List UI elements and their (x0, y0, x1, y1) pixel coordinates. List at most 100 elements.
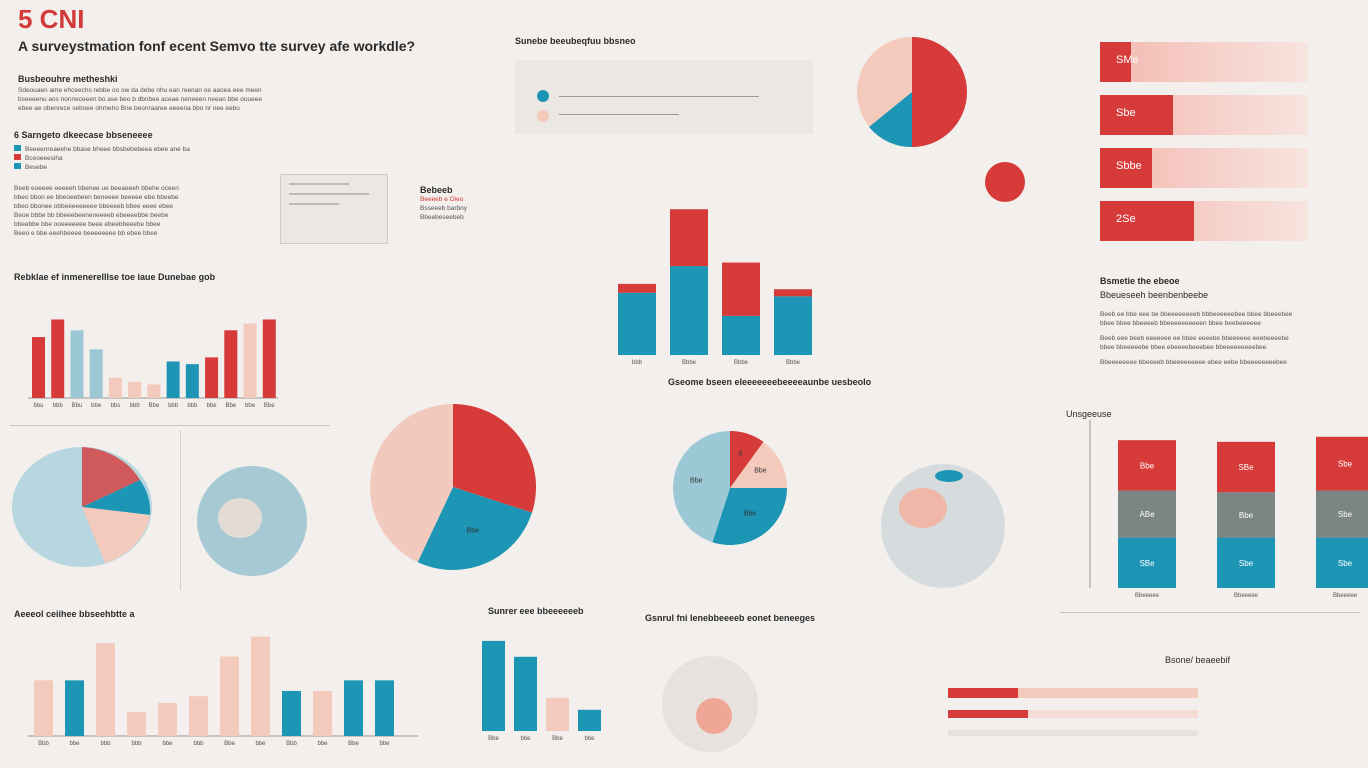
slice-label: Bbe (754, 467, 767, 474)
bar-segment (774, 289, 812, 297)
right-chart-heading: Unsgeeuse (1066, 409, 1112, 419)
progress-label: 2Se (1116, 213, 1136, 225)
page-title: A surveystmation fonf ecent Semvo tte su… (18, 38, 416, 54)
bar-label: Sbe (1338, 559, 1353, 568)
tick-label: bbb (131, 741, 142, 747)
bar-label: Sbe (1239, 559, 1254, 568)
divider (180, 430, 181, 590)
tick-label: bbb (130, 403, 141, 409)
bar (51, 319, 65, 398)
horizontal-bars (948, 688, 1198, 736)
progress-fill (1100, 201, 1194, 241)
bar (251, 636, 270, 736)
decorative-dot-red (985, 162, 1025, 202)
right-subheading: Bbeueseeh beenbenbeebe (1100, 290, 1209, 300)
bar (514, 656, 537, 731)
bar (344, 680, 363, 736)
pie-slice (453, 404, 536, 513)
divider (10, 425, 330, 426)
tick-label: bbb (193, 741, 204, 747)
globe-right (881, 464, 1005, 588)
tick-label: bbs (111, 403, 121, 409)
progress-bar: SMe (1100, 42, 1308, 82)
legend-item: Beeeenreaeehe bbase bheee bbsbebebeea eb… (14, 145, 264, 154)
pie-slice (369, 404, 453, 563)
progress-bars: SMe Sbe Sbbe 2Se (1100, 42, 1308, 254)
bar-label: Bbe (1140, 461, 1155, 470)
progress-label: SMe (1116, 54, 1139, 66)
tick-label: bbe (245, 403, 256, 409)
bar-label: Bbe (1239, 511, 1254, 520)
progress-bar: Sbe (1100, 95, 1308, 135)
bar (89, 349, 103, 398)
bottom-left-title: Aeeeol ceiihee bbseehbtte a (14, 609, 135, 619)
bar-segment (722, 262, 760, 316)
tick-label: Bbb (38, 741, 49, 747)
bar-segment (1118, 537, 1176, 588)
document-thumbnail (280, 174, 388, 244)
bar (128, 381, 142, 398)
stacked-bar-chart-right: SBe ABe Bbe Bbeeeee Sbe Bbe SBe Bbeeeee Sbe Sbe Sb… (1089, 420, 1368, 599)
stacked-bar-chart: bbb Bbbe Bbbe Bbbe (618, 209, 812, 366)
tick-label: Bbbe (682, 360, 697, 366)
tick-label: bbe (379, 741, 390, 747)
right-heading: Bsmetie the ebeoe (1100, 276, 1180, 286)
bar (127, 712, 146, 736)
bar-label: SBe (1139, 559, 1155, 568)
bar-label: ABe (1139, 510, 1155, 519)
chart-caption: Gseome bseen eleeeeeeebeeeeaunbe uesbeol… (668, 377, 872, 387)
bar (189, 696, 208, 736)
bar-chart-bottom-left: Bbb bbe bbb bbb bbe bbb Bbe bbe Bbb bbe Bbe bbe (28, 636, 418, 747)
pie-slice (730, 431, 764, 488)
bar-segment (670, 266, 708, 355)
bar-segment (774, 296, 812, 355)
slice-label: Bbe (467, 528, 480, 535)
legend-item: Bceoeeesiha (14, 154, 264, 163)
slice-label: Bbe (744, 511, 757, 518)
bar-label: Sbe (1338, 460, 1353, 469)
bar (158, 702, 177, 736)
bar (243, 323, 257, 398)
progress-bar: 2Se (1100, 201, 1308, 241)
tick-label: bbe (317, 741, 328, 747)
bar (313, 690, 332, 736)
bar-segment (1316, 537, 1368, 588)
tick-label: Bbe (348, 741, 359, 747)
pie-slice (417, 487, 532, 570)
globe-left (12, 447, 152, 567)
progress-label: Sbbe (1116, 160, 1142, 172)
intro-heading: Busbeouhre metheshki (18, 74, 118, 84)
bar (282, 690, 301, 736)
tick-label: Bbe (225, 403, 236, 409)
tick-label: Bbe (488, 736, 499, 742)
pie-chart-main: Bbe (369, 404, 536, 570)
tick-label: bbe (584, 736, 595, 742)
info-panel (515, 60, 813, 134)
bar-segment (618, 292, 656, 355)
tick-label: Bbb (286, 741, 297, 747)
bar (482, 640, 505, 731)
pie-chart-secondary: 8 Bbe Bbe Bbe (673, 431, 787, 545)
tick-label: Bbe (264, 403, 275, 409)
progress-bar: Sbbe (1100, 148, 1308, 188)
slice-label: 8 (739, 450, 743, 457)
tick-label: bbb (632, 360, 643, 366)
tick-label: bbe (255, 741, 266, 747)
tick-label: bbb (53, 403, 64, 409)
bar (205, 357, 219, 398)
note-block: Bebeeb Beeeeb e Oieo Bsseeeb barbny Bbee… (420, 185, 467, 222)
section-heading: 6 Sarngeto dkeecase bbseneeee (14, 130, 153, 140)
bar-segment (1118, 490, 1176, 538)
bar (375, 680, 394, 736)
divider (1060, 612, 1360, 613)
bar-segment (670, 209, 708, 267)
tick-label: Bbe (552, 736, 563, 742)
tick-label: bbb (168, 403, 179, 409)
bar-segment (1217, 492, 1275, 538)
bar (108, 377, 122, 398)
legend: Beeeenreaeehe bbase bheee bbsbebebeea eb… (14, 145, 264, 172)
bar (70, 330, 84, 398)
progress-fill (1100, 95, 1173, 135)
slice-label: Bbe (690, 478, 703, 485)
bar (546, 697, 569, 731)
